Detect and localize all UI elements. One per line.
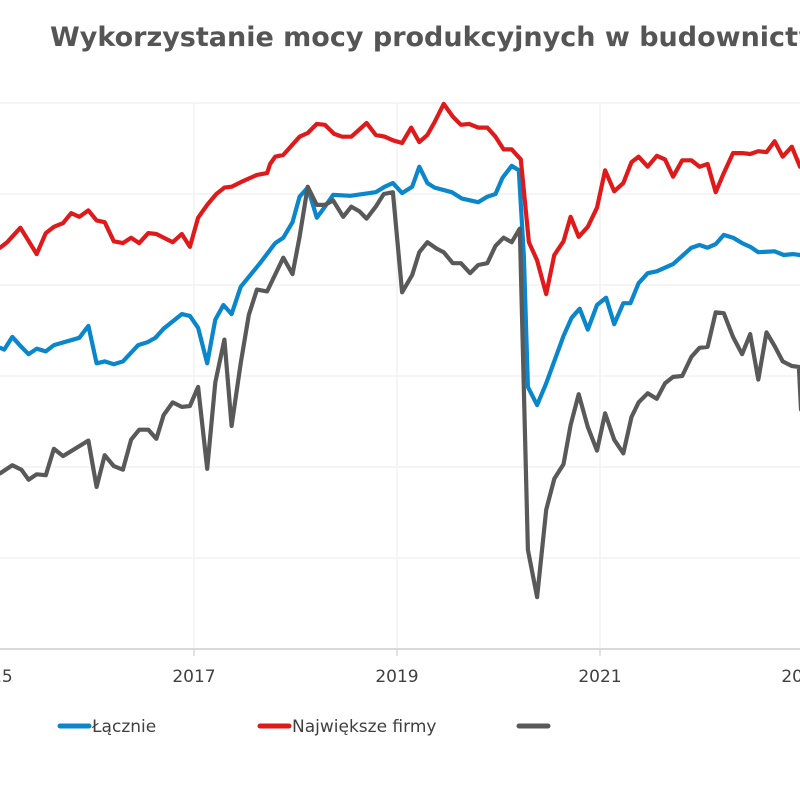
x-tick-label: 2017 bbox=[172, 667, 215, 687]
legend-label-lacznie: Łącznie bbox=[91, 717, 156, 737]
x-tick-label: 2019 bbox=[375, 667, 418, 687]
series-line-3 bbox=[0, 184, 800, 600]
legend-label-najwieksze-firmy: Największe firmy bbox=[292, 717, 436, 737]
legend: Łącznie Największe firmy bbox=[57, 717, 551, 737]
series-lines bbox=[0, 101, 800, 600]
x-tick-label: 2023 bbox=[781, 667, 800, 687]
gridlines bbox=[0, 102, 800, 649]
x-tick-label: 2021 bbox=[578, 667, 621, 687]
series-line-2 bbox=[0, 101, 800, 297]
x-tick-label: 2015 bbox=[0, 667, 13, 687]
series-line-1 bbox=[0, 163, 800, 408]
x-axis-ticks: 2015 2017 2019 2021 2023 bbox=[0, 649, 800, 687]
chart-title: Wykorzystanie mocy produkcyjnych w budow… bbox=[50, 22, 800, 53]
